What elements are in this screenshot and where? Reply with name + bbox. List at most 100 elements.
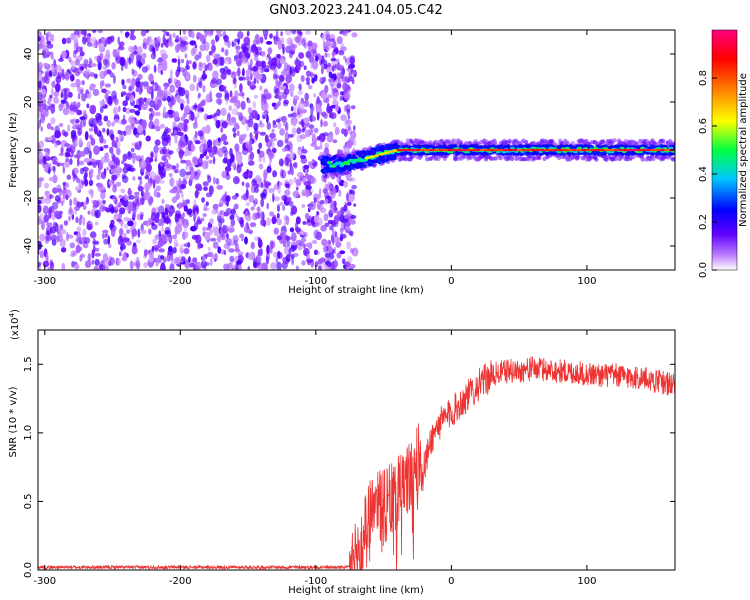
heatmap-cell [224, 49, 229, 57]
heatmap-cell [64, 71, 70, 81]
heatmap-cell [221, 121, 228, 129]
heatmap-cell [163, 106, 166, 115]
heatmap-cell [85, 264, 89, 268]
heatmap-cell [65, 37, 71, 43]
heatmap-cell [91, 43, 97, 48]
heatmap-cell [39, 213, 44, 218]
heatmap-cell [50, 261, 55, 270]
heatmap-cell [99, 106, 104, 114]
heatmap-cell [181, 35, 188, 41]
heatmap-cell [288, 83, 295, 92]
heatmap-cell [61, 50, 67, 59]
heatmap-cell [291, 256, 295, 266]
heatmap-cell [273, 251, 279, 258]
heatmap-cell [341, 258, 346, 265]
heatmap-cell [331, 235, 339, 243]
heatmap-cell [350, 214, 357, 220]
heatmap-cell [54, 222, 59, 232]
heatmap-cell [241, 147, 249, 156]
heatmap-cell [118, 201, 122, 207]
heatmap-cell [129, 108, 136, 113]
heatmap-cell [503, 148, 509, 152]
heatmap-cell [301, 260, 306, 266]
heatmap-cell [429, 148, 435, 152]
heatmap-cell [126, 151, 133, 160]
heatmap-cell [161, 225, 164, 233]
heatmap-cell [493, 156, 498, 161]
heatmap-cell [660, 138, 666, 143]
heatmap-cell [456, 148, 463, 152]
heatmap-cell [228, 120, 234, 126]
heatmap-cell [155, 185, 161, 192]
heatmap-cell [177, 58, 181, 67]
heatmap-cell [134, 191, 140, 196]
heatmap-cell [164, 226, 171, 235]
heatmap-cell [260, 192, 266, 199]
heatmap-cell [201, 217, 205, 222]
heatmap-cell [321, 111, 327, 117]
heatmap-cell [281, 115, 287, 123]
heatmap-cell [43, 214, 49, 223]
heatmap-cell [285, 235, 291, 241]
heatmap-cell [107, 95, 113, 105]
heatmap-cell [364, 156, 370, 160]
heatmap-cell [220, 107, 227, 117]
heatmap-cell [233, 103, 239, 107]
heatmap-cell [185, 175, 189, 180]
heatmap-cell [41, 41, 48, 50]
heatmap-cell [194, 44, 198, 49]
heatmap-cell [655, 148, 661, 152]
heatmap-cell [65, 194, 69, 201]
heatmap-cell [118, 105, 121, 113]
heatmap-cell [131, 77, 136, 87]
heatmap-cell [196, 219, 203, 225]
heatmap-cell [55, 75, 62, 84]
heatmap-cell [331, 228, 335, 235]
heatmap-cell [180, 43, 185, 48]
heatmap-cell [369, 155, 375, 158]
heatmap-cell [333, 200, 337, 208]
heatmap-cell [205, 94, 211, 103]
heatmap-cell [84, 131, 89, 141]
heatmap-cell [38, 218, 42, 225]
heatmap-cell [240, 194, 247, 200]
heatmap-cell [116, 141, 121, 148]
heatmap-cell [223, 34, 229, 43]
heatmap-cell [290, 106, 294, 112]
heatmap-cell [97, 30, 103, 34]
heatmap-cell [96, 174, 101, 181]
heatmap-cell [285, 121, 289, 132]
heatmap-cell [56, 188, 62, 193]
heatmap-cell [332, 65, 335, 72]
heatmap-cell [539, 148, 546, 152]
heatmap-cell [211, 77, 217, 84]
heatmap-cell [613, 148, 619, 152]
heatmap-cell [235, 48, 240, 56]
heatmap-cell [63, 220, 69, 226]
heatmap-cell [83, 158, 91, 163]
heatmap-cell [108, 260, 112, 267]
heatmap-cell [184, 53, 188, 59]
heatmap-cell [184, 231, 189, 239]
heatmap-cell [266, 244, 270, 255]
heatmap-cell [202, 254, 206, 263]
heatmap-cell [253, 202, 257, 207]
heatmap-cell [134, 142, 139, 150]
heatmap-cell [116, 218, 122, 223]
heatmap-cell [325, 260, 330, 266]
heatmap-cell [279, 85, 287, 91]
heatmap-cell [280, 160, 284, 167]
heatmap-cell [173, 168, 178, 174]
heatmap-cell [176, 94, 181, 103]
heatmap-cell [158, 180, 165, 184]
heatmap-cell [309, 114, 313, 123]
heatmap-cell [209, 218, 215, 225]
heatmap-cell [241, 76, 247, 81]
heatmap-cell [224, 56, 231, 65]
heatmap-cell [83, 236, 88, 243]
heatmap-cell [96, 55, 102, 64]
heatmap-cell [345, 209, 351, 218]
heatmap-cell [125, 128, 132, 136]
heatmap-cell [342, 82, 348, 91]
heatmap-cell [333, 246, 337, 255]
